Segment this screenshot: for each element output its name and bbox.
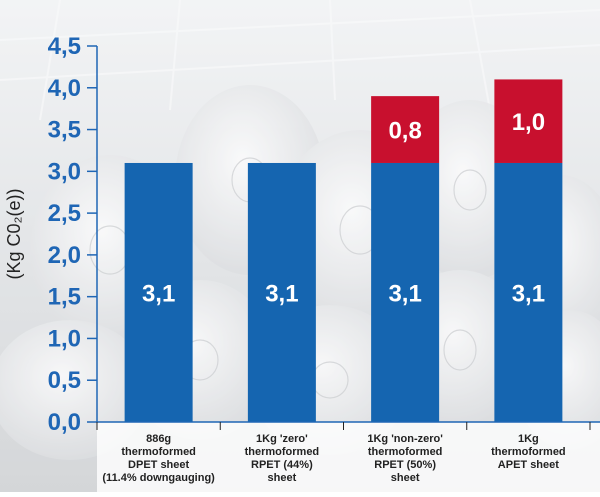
bar-value-label: 0,8 xyxy=(388,118,421,145)
bar-value-label: 3,1 xyxy=(388,280,421,307)
x-category-label-line: thermoformed xyxy=(121,446,196,458)
y-tick-label: 2,5 xyxy=(48,200,81,227)
x-category-label-line: 1Kg xyxy=(518,433,539,445)
y-tick-label: 3,5 xyxy=(48,117,81,144)
x-category-label-line: sheet xyxy=(268,472,297,484)
bars-layer xyxy=(124,79,563,422)
bar-segment-base xyxy=(494,162,563,422)
bar-segment-additional xyxy=(494,79,563,163)
y-tick-label: 2,0 xyxy=(48,242,81,269)
y-ticks-layer: 0,0 0,5 1,0 1,5 2,0 2,5 3,0 3,5 4,0 4,5 xyxy=(48,33,97,436)
bar-segment-base xyxy=(124,162,193,422)
y-tick-label: 3,0 xyxy=(48,158,81,185)
bar-segment-additional xyxy=(371,96,440,163)
bar-segment-base xyxy=(371,162,440,422)
bar-value-label: 3,1 xyxy=(142,280,175,307)
x-category-label-line: RPET (50%) xyxy=(374,459,436,471)
bar-segment-base xyxy=(247,162,316,422)
x-category-label: 1Kg thermoformed APET sheet xyxy=(491,433,566,471)
x-category-label-line: 1Kg 'zero' xyxy=(256,433,308,445)
y-axis-title: (Kg C0₂(e)) xyxy=(4,188,24,279)
bar-value-label: 3,1 xyxy=(265,280,298,307)
x-labels-layer: 886g thermoformed DPET sheet (11.4% downgau… xyxy=(96,422,591,484)
bar-value-label: 1,0 xyxy=(512,109,545,136)
x-category-label-line: (11.4% downgauging) xyxy=(102,472,215,484)
y-tick-label: 1,5 xyxy=(48,284,81,311)
x-category-label-line: RPET (44%) xyxy=(251,459,313,471)
y-tick-label: 4,5 xyxy=(48,33,81,60)
bar-labels-layer: 3,1 3,1 3,1 0,8 3,1 1,0 xyxy=(142,109,545,307)
x-category-label-line: thermoformed xyxy=(368,446,443,458)
x-category-label: 1Kg 'non-zero' thermoformed RPET (50%) shee… xyxy=(367,433,443,484)
x-category-label-line: DPET sheet xyxy=(128,459,189,471)
y-tick-label: 0,0 xyxy=(48,409,81,436)
x-category-label-line: sheet xyxy=(391,472,420,484)
x-category-label-line: 886g xyxy=(146,433,171,445)
y-tick-label: 1,0 xyxy=(48,325,81,352)
x-category-label-line: APET sheet xyxy=(498,459,559,471)
bar-value-label: 3,1 xyxy=(512,280,545,307)
x-category-label-line: 1Kg 'non-zero' xyxy=(367,433,443,445)
x-label-panel xyxy=(97,422,600,492)
y-tick-label: 4,0 xyxy=(48,75,81,102)
y-tick-label: 0,5 xyxy=(48,367,81,394)
x-category-label: 886g thermoformed DPET sheet (11.4% downgau… xyxy=(102,433,215,484)
x-category-label-line: thermoformed xyxy=(245,446,320,458)
x-category-label: 1Kg 'zero' thermoformed RPET (44%) sheet xyxy=(245,433,320,484)
x-category-label-line: thermoformed xyxy=(491,446,566,458)
